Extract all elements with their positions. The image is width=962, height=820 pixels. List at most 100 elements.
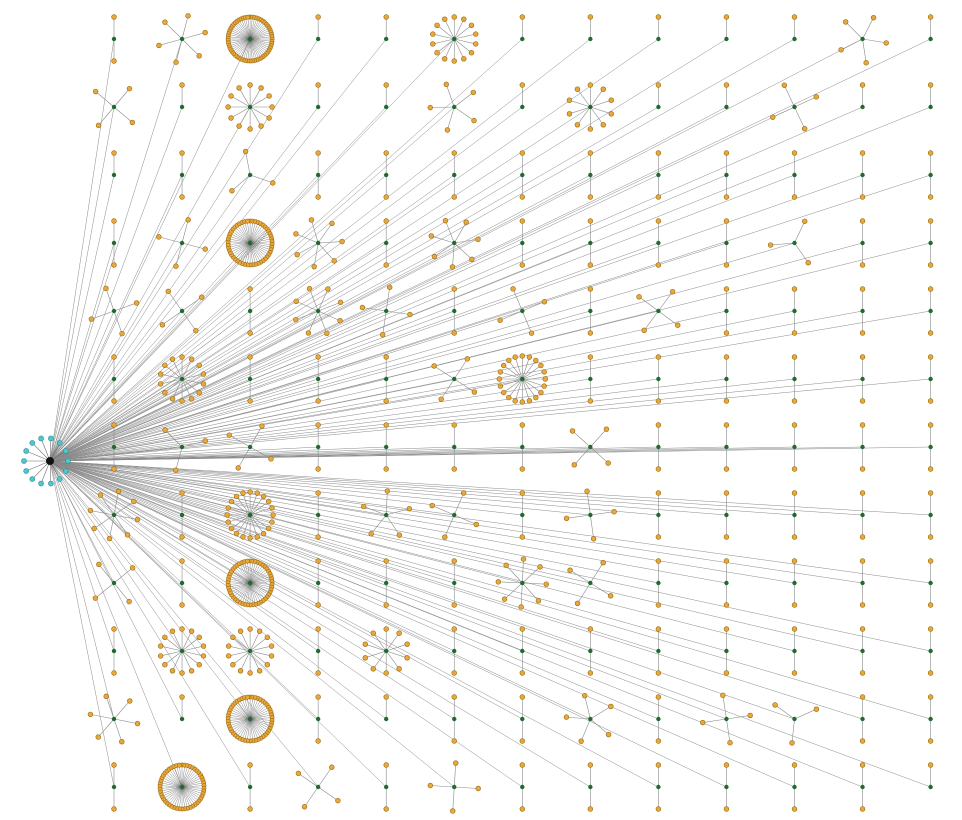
hub-edge: [49, 446, 319, 462]
leaf-node: [111, 58, 117, 64]
leaf-node: [386, 284, 393, 290]
cluster-edge: [726, 718, 731, 743]
cluster-center-node: [588, 36, 593, 42]
leaf-node: [461, 56, 467, 62]
leaf-node: [772, 702, 778, 708]
hub-edge: [49, 310, 387, 462]
cluster-edge: [373, 633, 387, 652]
cluster-edge: [498, 581, 523, 584]
cluster-edge: [160, 786, 183, 789]
cluster-edge: [249, 242, 261, 263]
hub-edge: [49, 446, 455, 462]
cluster-center-node: [111, 512, 117, 518]
cluster-center-node: [724, 308, 729, 314]
leaf-node: [927, 534, 934, 540]
cluster-center-node: [724, 512, 729, 518]
leaf-node: [723, 150, 730, 156]
leaf-node: [460, 490, 467, 496]
cluster-center-node: [384, 104, 389, 110]
cluster-edge: [658, 291, 673, 312]
leaf-node: [315, 670, 321, 676]
hub-edge: [49, 460, 251, 516]
cluster-edge: [162, 310, 183, 326]
cluster-edge: [239, 718, 251, 739]
cluster-edge: [166, 786, 183, 804]
hub-edge: [49, 460, 591, 516]
cluster-edge: [453, 38, 465, 59]
hub-ring-node: [48, 480, 54, 487]
cluster-edge: [250, 241, 273, 244]
cluster-center-node: [928, 36, 933, 42]
cluster-edge: [522, 365, 542, 380]
leaf-node: [315, 602, 321, 608]
cluster-edge: [244, 582, 251, 605]
hub-ring-node: [38, 480, 44, 487]
cluster-center-node: [724, 716, 729, 722]
hub-edge: [49, 460, 455, 652]
hub-edge: [49, 174, 183, 462]
leaf-node: [339, 238, 345, 245]
hub-edge: [49, 310, 319, 462]
cluster-edge: [362, 307, 387, 312]
cluster-edge: [249, 38, 253, 61]
cluster-edge: [230, 106, 251, 119]
cluster-center-node: [656, 580, 661, 586]
leaf-node: [863, 60, 869, 66]
cluster-edge: [522, 310, 532, 334]
cluster-center-node: [111, 36, 117, 42]
cluster-edge: [229, 242, 251, 250]
hub-edge: [49, 174, 115, 462]
cluster-edge: [250, 38, 272, 46]
cluster-edge: [237, 38, 251, 57]
cluster-edge: [250, 717, 273, 720]
leaf-node: [359, 304, 366, 311]
leaf-node: [115, 488, 122, 495]
cluster-edge: [784, 85, 795, 108]
leaf-node: [200, 371, 207, 377]
hub-edge: [49, 310, 591, 462]
leaf-node: [428, 233, 435, 239]
cluster-edge: [454, 25, 472, 40]
cluster-edge: [250, 718, 272, 724]
cluster-edge: [249, 38, 260, 60]
cluster-edge: [522, 378, 530, 401]
cluster-edge: [181, 650, 200, 665]
cluster-edge: [317, 767, 333, 788]
hub-edge: [49, 460, 455, 720]
cluster-edge: [164, 429, 183, 448]
cluster-edge: [164, 637, 183, 652]
leaf-node: [574, 122, 581, 128]
cluster-edge: [158, 38, 183, 46]
leaf-node: [927, 694, 934, 700]
cluster-edge: [522, 559, 524, 584]
leaf-node: [791, 534, 798, 540]
hub-edge: [49, 310, 455, 462]
hub-edge: [49, 174, 387, 462]
cluster-edge: [454, 33, 476, 40]
leaf-node: [179, 398, 185, 404]
leaf-node: [927, 738, 934, 744]
hub-ring-node: [23, 468, 29, 474]
leaf-node: [859, 150, 866, 156]
hub-edge: [49, 378, 727, 462]
cluster-edge: [113, 88, 130, 108]
cluster-edge: [453, 19, 465, 40]
hub-edge: [49, 460, 319, 584]
cluster-edge: [230, 709, 251, 720]
cluster-edge: [230, 27, 251, 40]
leaf-node: [247, 489, 253, 495]
leaf-node: [587, 262, 594, 268]
leaf-node: [247, 398, 253, 404]
cluster-center-node: [111, 104, 117, 110]
cluster-edge: [234, 582, 251, 600]
leaf-node: [506, 357, 512, 364]
cluster-edge: [233, 38, 251, 54]
cluster-edge: [454, 242, 473, 260]
cluster-edge: [160, 373, 183, 380]
hub-edge: [49, 174, 319, 462]
cluster-edge: [229, 38, 251, 49]
cluster-edge: [247, 242, 251, 265]
leaf-node: [520, 556, 527, 562]
leaf-node: [179, 150, 185, 156]
leaf-node: [723, 626, 730, 632]
